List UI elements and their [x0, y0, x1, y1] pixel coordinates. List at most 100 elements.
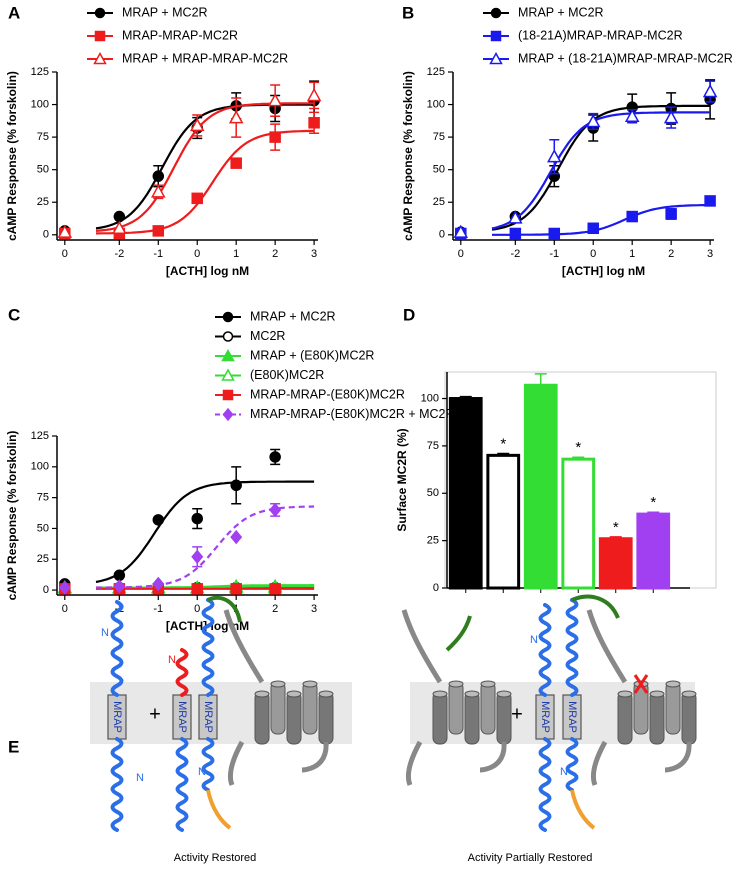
error-bar — [534, 373, 547, 386]
x-tick-label: 3 — [311, 248, 317, 260]
y-tick-label: 100 — [421, 392, 439, 404]
n-terminus-label: N — [198, 766, 206, 778]
y-tick-label: 75 — [37, 492, 49, 504]
receptor-helix — [302, 681, 318, 735]
protein-strand — [110, 737, 124, 832]
marker — [269, 131, 281, 143]
plus-sign: + — [149, 703, 161, 725]
x-axis-label: [ACTH] log nM — [166, 264, 249, 278]
marker — [548, 227, 561, 240]
protein-strand — [565, 737, 579, 792]
n-terminus-label: N — [136, 772, 144, 784]
y-tick-label: 0 — [43, 229, 49, 241]
y-tick-label: 100 — [427, 98, 445, 110]
receptor-loop — [479, 741, 507, 773]
y-tick-label: 75 — [37, 131, 49, 143]
significance-mark: * — [650, 494, 656, 511]
panel-label: B — [402, 3, 414, 22]
x-axis-label: [ACTH] log nM — [562, 264, 645, 278]
marker — [269, 583, 281, 595]
legend-label: (18-21A)MRAP-MRAP-MC2R — [518, 28, 683, 42]
receptor-helix-top — [270, 680, 286, 688]
marker — [624, 108, 640, 123]
x-tick-label: -1 — [153, 603, 163, 615]
x-tick-label: 1 — [629, 248, 635, 260]
y-tick-label: 125 — [427, 66, 445, 78]
n-terminus-label: N — [560, 766, 568, 778]
marker — [222, 389, 234, 401]
marker — [152, 514, 165, 526]
y-axis-label: cAMP Response (% forskolin) — [5, 71, 19, 241]
x-tick-label: 0 — [62, 603, 68, 615]
marker — [222, 311, 234, 323]
y-tick-label: 50 — [37, 522, 49, 534]
y-tick-label: 50 — [427, 487, 439, 499]
mrap-label: MRAP — [176, 701, 188, 733]
receptor-loop — [227, 740, 245, 786]
receptor-helix — [681, 691, 697, 745]
significance-mark: * — [500, 435, 506, 452]
protein-strand — [175, 648, 189, 697]
y-tick-label: 75 — [433, 131, 445, 143]
linker — [571, 594, 620, 619]
mutation-mark — [633, 674, 649, 694]
marker — [665, 208, 677, 220]
y-tick-label: 100 — [31, 461, 49, 473]
y-tick-label: 125 — [31, 66, 49, 78]
x-tick-label: 2 — [272, 248, 278, 260]
y-tick-label: 50 — [433, 164, 445, 176]
n-terminus-label: N — [530, 634, 538, 646]
x-tick-label: 0 — [194, 248, 200, 260]
panel-label: D — [403, 305, 415, 324]
y-tick-label: 125 — [31, 430, 49, 442]
y-tick-label: 100 — [31, 98, 49, 110]
marker — [222, 407, 234, 422]
marker — [269, 451, 281, 463]
receptor-helix-top — [496, 690, 512, 698]
marker — [230, 529, 243, 545]
marker — [189, 117, 205, 132]
receptor-helix-top — [448, 680, 464, 688]
marker — [221, 348, 235, 362]
n-terminus-label: N — [101, 627, 109, 639]
receptor-helix — [286, 691, 302, 745]
receptor-helix — [617, 691, 633, 745]
receptor-helix-top — [286, 690, 302, 698]
receptor-helix-top — [318, 690, 334, 698]
linker — [207, 595, 242, 623]
marker — [93, 51, 107, 65]
receptor-helix-top — [432, 690, 448, 698]
marker — [306, 87, 322, 102]
legend-label: MRAP + (18-21A)MRAP-MRAP-MC2R — [518, 51, 733, 65]
receptor-helix — [448, 681, 464, 735]
receptor-helix-top — [681, 690, 697, 698]
marker — [230, 583, 242, 595]
x-tick-label: 0 — [458, 248, 464, 260]
mrap-label: MRAP — [202, 701, 214, 733]
marker — [230, 479, 242, 492]
significance-mark: * — [613, 519, 619, 536]
bar — [598, 537, 633, 590]
receptor-helix-top — [617, 690, 633, 698]
y-tick-label: 25 — [37, 196, 49, 208]
marker — [152, 225, 165, 237]
x-tick-label: -2 — [114, 248, 124, 260]
panel-label: A — [8, 3, 20, 22]
marker — [663, 110, 679, 124]
bar — [561, 457, 596, 590]
receptor-helix — [649, 691, 665, 745]
marker — [151, 184, 166, 198]
legend-label: MRAP + MC2R — [518, 5, 604, 19]
marker — [230, 157, 242, 169]
marker — [94, 7, 106, 19]
legend-label: MRAP-MRAP-MC2R — [122, 28, 238, 42]
bar — [523, 383, 558, 590]
x-tick-label: 1 — [233, 248, 239, 260]
receptor-helix-top — [649, 690, 665, 698]
protein-strand — [201, 737, 215, 792]
marker — [228, 110, 244, 124]
x-tick-label: 0 — [590, 248, 596, 260]
x-tick-label: -1 — [549, 248, 559, 260]
receptor-loop — [223, 609, 265, 684]
